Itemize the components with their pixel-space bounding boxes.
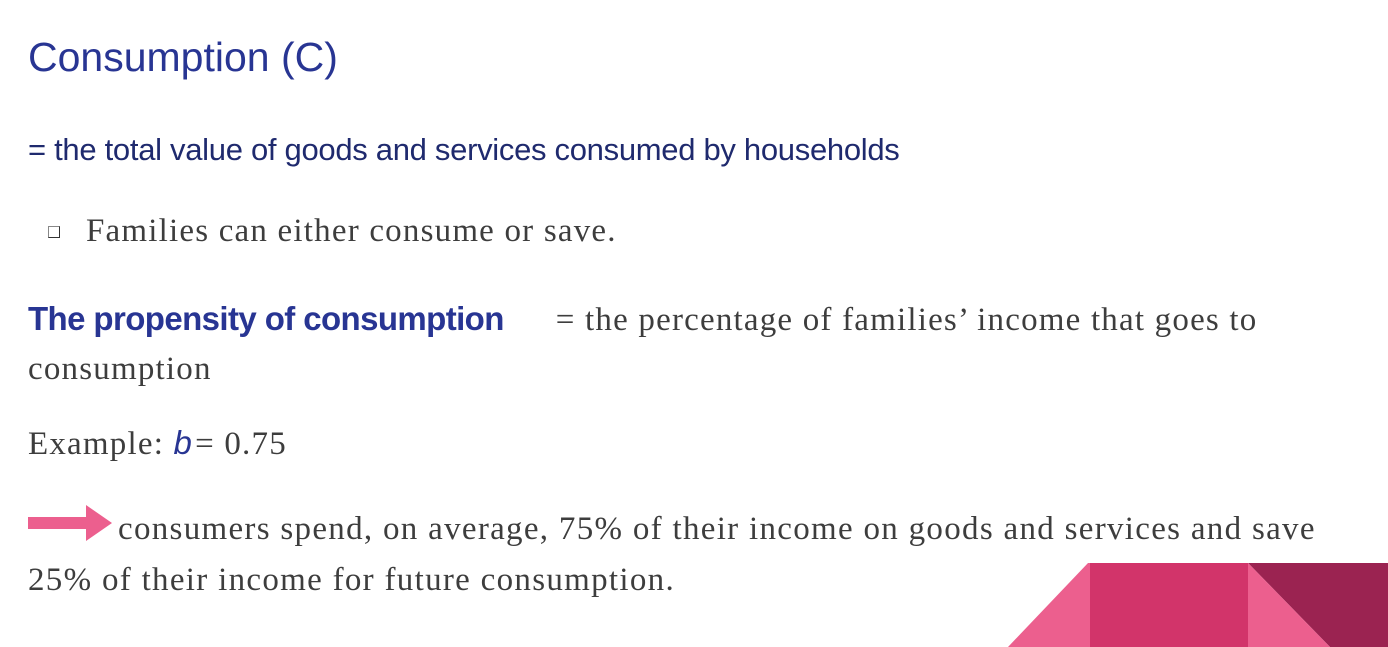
- propensity-paragraph: The propensity of consumption = the perce…: [28, 294, 1328, 394]
- example-value: = 0.75: [195, 426, 287, 462]
- square-bullet-icon: [48, 226, 60, 238]
- corner-decoration: [1008, 563, 1388, 647]
- right-arrow-icon: [28, 505, 112, 541]
- example-label: Example:: [28, 426, 165, 462]
- consumption-definition: = the total value of goods and services …: [28, 132, 900, 167]
- slide-title: Consumption (C): [28, 34, 338, 80]
- propensity-definition: = the percentage of families’ income tha…: [28, 302, 1258, 387]
- example-line: Example: b= 0.75: [28, 424, 287, 464]
- propensity-term: The propensity of consumption: [28, 300, 504, 337]
- conclusion-text: consumers spend, on average, 75% of thei…: [28, 511, 1316, 598]
- conclusion-paragraph: consumers spend, on average, 75% of thei…: [28, 504, 1338, 606]
- example-variable: b: [173, 424, 194, 461]
- bullet-text: Families can either consume or save.: [86, 213, 617, 249]
- bullet-item: Families can either consume or save.: [48, 213, 617, 251]
